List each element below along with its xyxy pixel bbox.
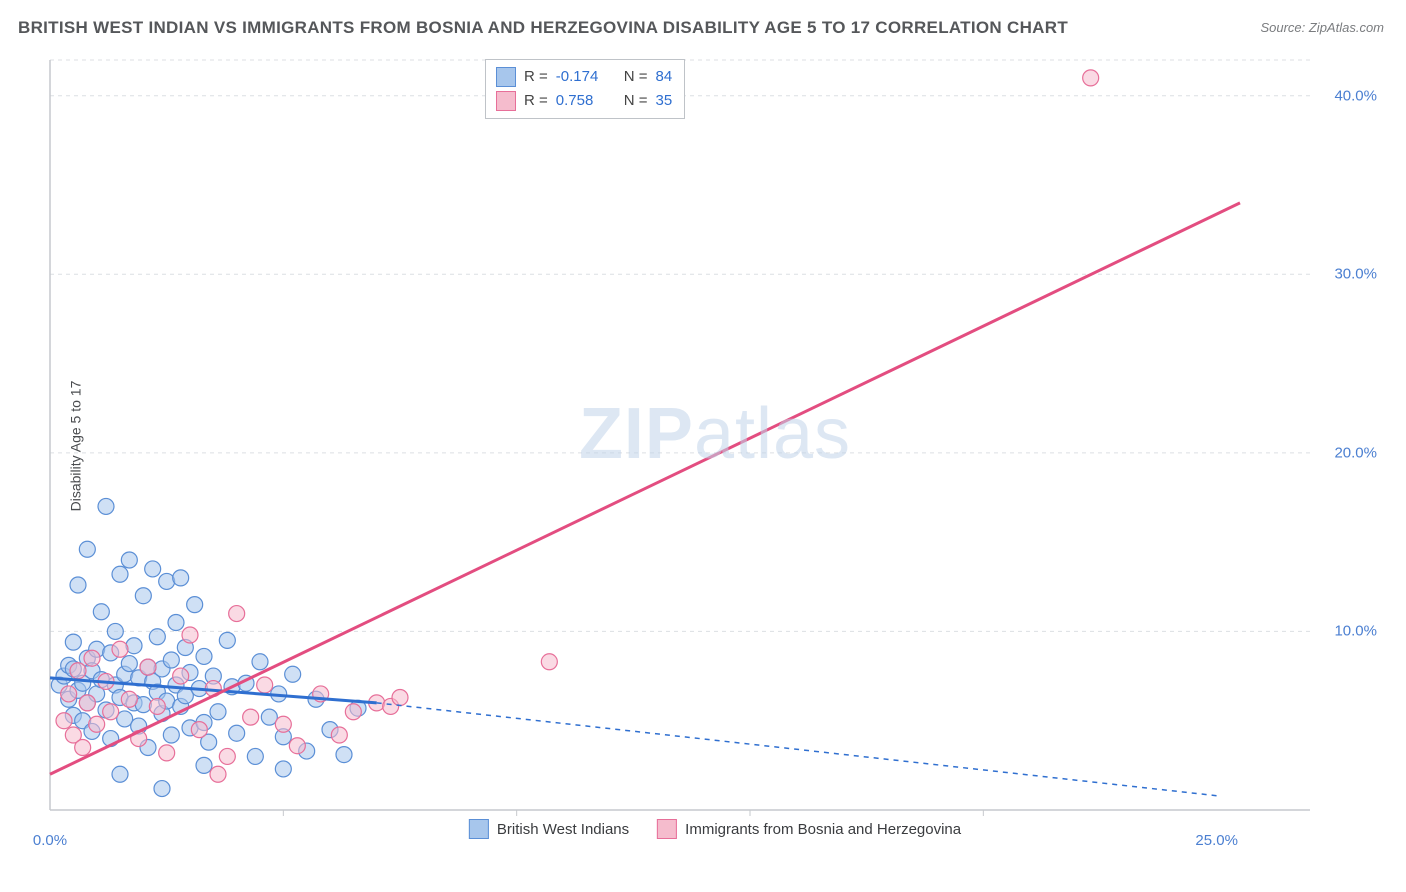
correlation-stats-box: R = -0.174 N = 84 R = 0.758 N = 35 — [485, 59, 685, 119]
plot-svg — [45, 55, 1385, 845]
scatter-plot: ZIPatlas R =-0.174N =84R =0.758N =35 Bri… — [45, 55, 1385, 845]
stat-n-label: N = — [624, 65, 648, 89]
y-tick-label: 20.0% — [1334, 444, 1377, 461]
legend-label: British West Indians — [497, 821, 629, 838]
y-tick-label: 40.0% — [1334, 87, 1377, 104]
stat-r-value: 0.758 — [556, 89, 610, 113]
stat-n-value: 84 — [656, 65, 673, 89]
y-tick-label: 30.0% — [1334, 266, 1377, 283]
y-tick-label: 10.0% — [1334, 623, 1377, 640]
chart-title: BRITISH WEST INDIAN VS IMMIGRANTS FROM B… — [18, 18, 1068, 38]
stat-n-value: 35 — [656, 89, 673, 113]
legend-swatch — [657, 819, 677, 839]
legend-label: Immigrants from Bosnia and Herzegovina — [685, 821, 961, 838]
series-swatch — [496, 67, 516, 87]
legend-item: Immigrants from Bosnia and Herzegovina — [657, 819, 961, 839]
stat-r-value: -0.174 — [556, 65, 610, 89]
stat-r-label: R = — [524, 89, 548, 113]
legend-item: British West Indians — [469, 819, 629, 839]
legend-swatch — [469, 819, 489, 839]
series-swatch — [496, 91, 516, 111]
x-tick-label: 0.0% — [33, 832, 67, 849]
stat-n-label: N = — [624, 89, 648, 113]
x-tick-label: 25.0% — [1195, 832, 1238, 849]
source-attribution: Source: ZipAtlas.com — [1260, 20, 1384, 35]
stat-row: R = 0.758 N = 35 — [496, 89, 672, 113]
stat-r-label: R = — [524, 65, 548, 89]
stat-row: R = -0.174 N = 84 — [496, 65, 672, 89]
legend: British West Indians Immigrants from Bosn… — [469, 819, 961, 839]
